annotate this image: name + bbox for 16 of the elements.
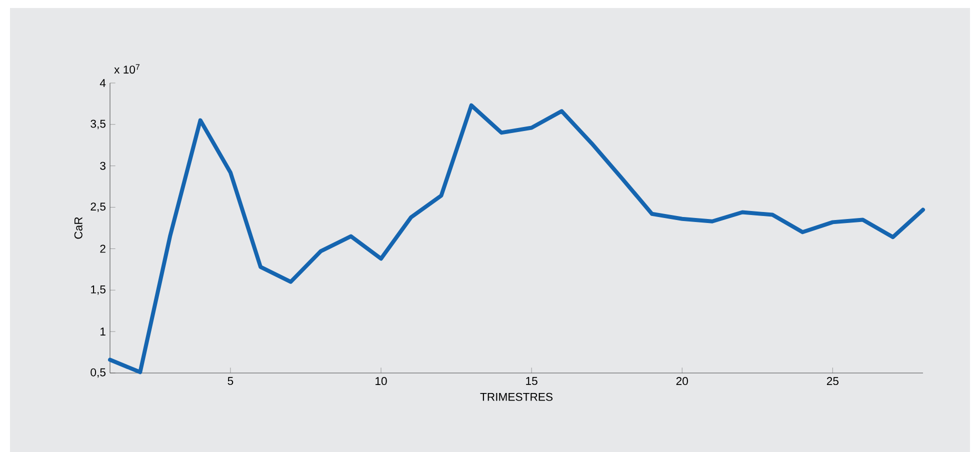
x-tick-label: 15 [526, 377, 538, 385]
x-tick-label: 20 [676, 377, 688, 386]
x-tick-label: 5 [228, 377, 234, 385]
x-tick-label: 10 [376, 377, 387, 386]
text: x 10$^{7}$ [114, 64, 140, 74]
y-axis-title: CaR [74, 217, 82, 239]
x-axis-title: TRIMESTRES [480, 392, 553, 401]
y-tick-label: 4 [100, 79, 106, 87]
y-tick-label: 3,5 [90, 120, 106, 130]
y-tick-label: 1 [100, 328, 106, 336]
y-tick-label: 2 [100, 244, 106, 253]
y-tick-label: 0,5 [90, 368, 106, 378]
y-tick-label: 2,5 [90, 202, 106, 212]
y-tick-label: 1,5 [91, 286, 106, 295]
y-tick-label: 3 [100, 162, 106, 170]
x-tick-label: 25 [826, 377, 838, 386]
